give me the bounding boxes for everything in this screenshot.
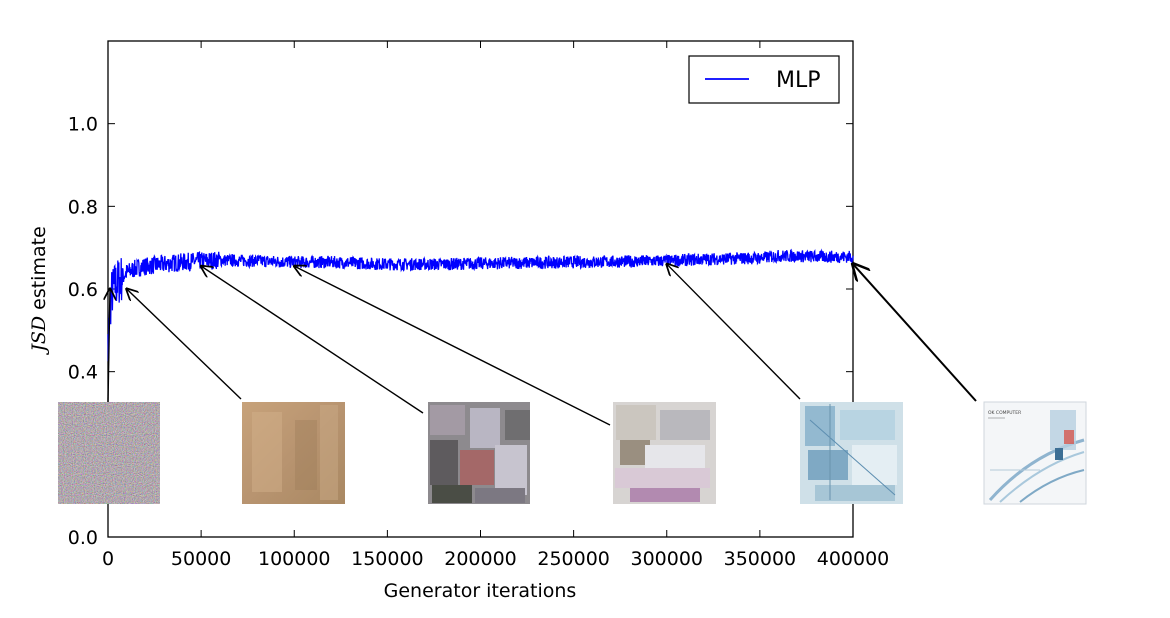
x-tick-label: 300000 — [630, 548, 703, 570]
y-axis-label-italic: JSD — [28, 316, 50, 356]
x-tick-label: 50000 — [171, 548, 231, 570]
annotation-arrow-blue-sketch — [667, 264, 801, 400]
thumbnail-blurry-shapes — [428, 402, 530, 504]
x-tick-label: 0 — [102, 548, 114, 570]
album-cover-title: OK COMPUTER — [988, 410, 1021, 416]
y-axis-label: JSD estimate — [28, 226, 50, 356]
legend: MLP — [688, 55, 840, 104]
thumbnail-blue-sketch — [800, 402, 903, 504]
y-tick-label: 0.0 — [68, 527, 98, 549]
y-tick-label: 0.8 — [68, 196, 98, 218]
thumbnails: OK COMPUTER — [58, 401, 1087, 505]
y-tick-label: 0.4 — [68, 362, 98, 384]
y-axis-label-rest: estimate — [28, 226, 50, 316]
thumbnail-beige-texture — [242, 402, 345, 504]
annotation-arrow-beige-texture — [127, 289, 242, 400]
x-axis-label: Generator iterations — [384, 580, 577, 602]
y-tick-label: 0.6 — [68, 279, 98, 301]
x-tick-label: 400000 — [817, 548, 890, 570]
legend-label-mlp: MLP — [776, 68, 821, 93]
x-tick-label: 250000 — [537, 548, 610, 570]
y-axis-ticks: 0.0 0.4 0.6 0.8 1.0 — [68, 114, 853, 549]
annotation-arrows — [108, 264, 977, 426]
x-tick-label: 200000 — [444, 548, 517, 570]
thumbnail-noise — [58, 402, 160, 504]
thumbnail-pastel-abstract — [613, 402, 716, 504]
x-tick-label: 350000 — [724, 548, 797, 570]
x-tick-label: 150000 — [351, 548, 424, 570]
thumbnail-album-cover: OK COMPUTER — [983, 401, 1087, 505]
annotation-arrow-pastel-abstract — [294, 266, 611, 426]
annotation-arrow-noise — [108, 289, 110, 403]
y-tick-label: 1.0 — [68, 114, 98, 136]
series-line-mlp — [107, 248, 854, 362]
x-tick-label: 100000 — [258, 548, 331, 570]
x-axis-ticks: 0 50000 100000 150000 200000 250000 300000 3500… — [102, 41, 889, 570]
annotation-arrow-blurry-shapes — [201, 266, 424, 414]
series-group — [107, 248, 854, 362]
annotation-arrow-album-cover — [853, 264, 977, 402]
